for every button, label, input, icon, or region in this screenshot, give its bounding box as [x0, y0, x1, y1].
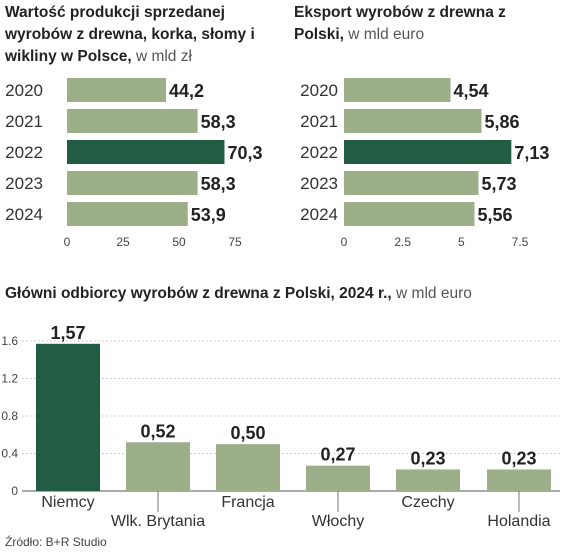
production-value-label: 44,2	[169, 81, 204, 101]
export-category-label: 2023	[300, 174, 338, 193]
export-value-label: 5,86	[485, 112, 520, 132]
production-category-label: 2023	[5, 174, 43, 193]
recipients-bar	[216, 444, 280, 491]
recipients-bar	[36, 343, 100, 491]
export-category-label: 2022	[300, 143, 338, 162]
export-value-label: 5,56	[477, 205, 512, 225]
recipients-bar	[487, 469, 551, 491]
source-note: Źródło: B+R Studio	[5, 535, 107, 549]
export-x-tick-label: 5	[458, 235, 465, 249]
export-bar	[344, 78, 451, 102]
recipients-category-label: Niemcy	[41, 494, 94, 511]
recipients-value-label: 1,57	[50, 323, 85, 343]
production-bar	[67, 140, 225, 164]
recipients-bar	[396, 469, 460, 491]
production-category-label: 2024	[5, 205, 43, 224]
recipients-value-label: 0,52	[140, 421, 175, 441]
recipients-category-label: Wlk. Brytania	[111, 513, 205, 530]
production-value-label: 53,9	[191, 205, 226, 225]
production-x-tick-label: 25	[116, 235, 130, 249]
recipients-chart-title: Główni odbiorcy wyrobów z drewna z Polsk…	[5, 285, 472, 302]
recipients-category-label: Czechy	[401, 494, 454, 511]
recipients-category-label: Francja	[221, 494, 274, 511]
production-x-tick-label: 50	[172, 235, 186, 249]
production-value-label: 58,3	[201, 112, 236, 132]
export-category-label: 2024	[300, 205, 338, 224]
recipients-y-tick-label: 1.2	[1, 372, 18, 386]
production-bar	[67, 202, 188, 226]
recipients-y-tick-label: 0.8	[1, 409, 18, 423]
export-value-label: 7,13	[514, 143, 549, 163]
recipients-category-label: Włochy	[312, 513, 364, 530]
production-value-label: 70,3	[227, 143, 262, 163]
production-chart-title: Wartość produkcji sprzedanej wyrobów z d…	[5, 4, 255, 65]
production-category-label: 2020	[5, 81, 43, 100]
recipients-value-label: 0,23	[501, 448, 536, 468]
export-x-tick-label: 0	[341, 235, 348, 249]
production-value-label: 58,3	[201, 174, 236, 194]
recipients-bar	[126, 442, 190, 491]
recipients-category-label: Holandia	[487, 513, 550, 530]
production-bar	[67, 78, 167, 102]
export-bar	[344, 140, 512, 164]
recipients-value-label: 0,23	[410, 448, 445, 468]
export-bar	[344, 202, 475, 226]
production-bar	[67, 171, 198, 195]
production-bar	[67, 109, 198, 133]
recipients-y-tick-label: 1.6	[1, 334, 18, 348]
export-value-label: 5,73	[481, 174, 516, 194]
export-category-label: 2020	[300, 81, 338, 100]
export-bar	[344, 171, 479, 195]
export-bar	[344, 109, 482, 133]
production-category-label: 2021	[5, 112, 43, 131]
export-category-label: 2021	[300, 112, 338, 131]
export-chart-title: Eksport wyrobów z drewna z Polski, w mld…	[294, 4, 506, 43]
export-value-label: 4,54	[454, 81, 489, 101]
recipients-value-label: 0,50	[230, 423, 265, 443]
recipients-bar	[306, 465, 370, 491]
production-category-label: 2022	[5, 143, 43, 162]
export-x-tick-label: 7.5	[512, 235, 529, 249]
production-x-tick-label: 75	[228, 235, 242, 249]
production-x-tick-label: 0	[64, 235, 71, 249]
recipients-value-label: 0,27	[320, 445, 355, 465]
recipients-y-tick-label: 0	[11, 484, 18, 498]
recipients-y-tick-label: 0.4	[1, 447, 18, 461]
export-x-tick-label: 2.5	[394, 235, 411, 249]
